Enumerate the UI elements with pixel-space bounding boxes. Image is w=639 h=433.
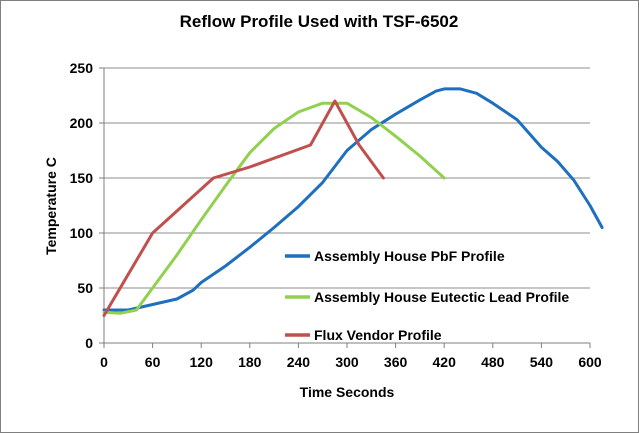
legend: Assembly House PbF Profile Assembly House…	[285, 248, 569, 343]
axes	[99, 67, 591, 348]
y-tick-label-0: 0	[85, 335, 93, 351]
x-tick-label-540: 540	[530, 354, 554, 370]
x-tick-label-420: 420	[433, 354, 457, 370]
x-tick-label-300: 300	[335, 354, 359, 370]
x-tick-label-60: 60	[145, 354, 161, 370]
x-tick-label-0: 0	[100, 354, 108, 370]
y-tick-label-150: 150	[70, 170, 94, 186]
x-tick-label-600: 600	[578, 354, 602, 370]
x-tick-label-180: 180	[238, 354, 262, 370]
x-tick-label-120: 120	[190, 354, 214, 370]
gridlines	[104, 67, 590, 289]
x-axis-title: Time Seconds	[300, 384, 395, 400]
y-tick-label-100: 100	[70, 225, 94, 241]
y-axis-title: Temperature C	[43, 157, 59, 255]
series-layer	[102, 87, 604, 317]
x-tick-label-480: 480	[481, 354, 505, 370]
legend-label-pbf: Assembly House PbF Profile	[314, 248, 505, 264]
x-tick-label-360: 360	[384, 354, 408, 370]
legend-label-flux-vendor: Flux Vendor Profile	[314, 327, 442, 343]
y-tick-label-250: 250	[70, 60, 94, 76]
series-line-flux-vendor	[102, 99, 385, 317]
x-tick-label-240: 240	[287, 354, 311, 370]
y-tick-label-200: 200	[70, 115, 94, 131]
series-line-eutectic-lead	[102, 101, 446, 315]
legend-label-eutectic-lead: Assembly House Eutectic Lead Profile	[314, 289, 569, 305]
tick-labels: 0 60 120 180 240 300 360 420 480 540 600 0 50 100 150 2…	[70, 60, 602, 370]
chart-title: Reflow Profile Used with TSF-6502	[180, 12, 459, 31]
series-line-pbf	[102, 87, 604, 312]
y-tick-label-50: 50	[77, 280, 93, 296]
